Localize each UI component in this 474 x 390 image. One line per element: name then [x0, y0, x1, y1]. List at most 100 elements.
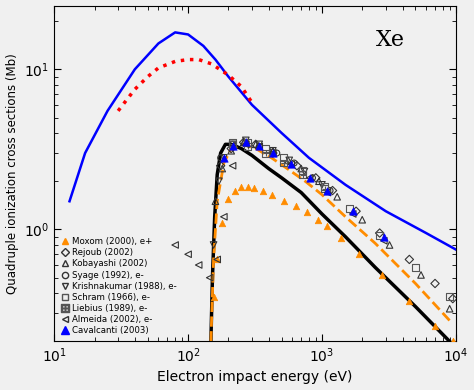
Point — [228, 145, 235, 152]
Point — [280, 155, 288, 161]
Point — [329, 188, 337, 194]
Point — [287, 161, 295, 167]
Point — [431, 280, 439, 287]
Point — [431, 323, 439, 329]
Point — [292, 203, 300, 209]
Point — [356, 251, 363, 257]
Point — [229, 143, 237, 149]
Point — [242, 137, 250, 144]
Point — [284, 157, 292, 163]
Point — [326, 188, 334, 194]
Point — [412, 264, 419, 271]
Point — [280, 198, 288, 204]
Point — [291, 160, 298, 166]
Point — [273, 150, 281, 156]
Point — [293, 163, 301, 169]
Point — [337, 235, 345, 241]
Point — [306, 175, 313, 181]
Point — [297, 165, 305, 172]
Point — [255, 141, 263, 147]
Point — [215, 178, 223, 184]
Point — [321, 186, 328, 192]
Point — [376, 230, 383, 236]
Point — [299, 167, 307, 173]
Point — [210, 294, 218, 300]
Point — [280, 160, 288, 166]
Point — [315, 178, 323, 184]
Point — [378, 272, 385, 278]
Point — [242, 141, 250, 147]
Point — [386, 242, 393, 248]
Point — [262, 145, 270, 152]
Point — [303, 209, 310, 215]
Point — [219, 165, 226, 172]
Point — [231, 188, 239, 194]
Point — [240, 139, 247, 145]
Point — [299, 172, 307, 178]
Point — [171, 242, 179, 248]
Point — [417, 272, 425, 278]
Point — [255, 143, 263, 149]
Point — [352, 208, 360, 215]
Point — [287, 161, 295, 167]
Point — [376, 232, 383, 238]
Point — [380, 234, 388, 240]
Point — [449, 338, 456, 344]
Text: Xe: Xe — [375, 29, 404, 51]
Point — [346, 206, 353, 212]
Point — [244, 143, 252, 149]
Point — [225, 196, 232, 202]
Point — [321, 186, 328, 192]
Point — [229, 139, 237, 145]
Point — [321, 184, 328, 190]
Point — [268, 191, 275, 198]
Point — [213, 256, 221, 262]
Point — [255, 143, 263, 149]
Point — [228, 148, 235, 154]
Point — [244, 184, 252, 190]
Point — [220, 155, 228, 161]
Point — [318, 182, 326, 188]
Point — [229, 141, 237, 147]
Point — [309, 175, 316, 181]
Point — [324, 188, 331, 194]
Point — [449, 296, 456, 302]
Y-axis label: Quadruple ionization cross sections (Mb): Quadruple ionization cross sections (Mb) — [6, 53, 18, 294]
X-axis label: Electron impact energy (eV): Electron impact energy (eV) — [157, 370, 353, 385]
Point — [262, 150, 270, 156]
Point — [217, 155, 224, 161]
Point — [324, 223, 331, 229]
Point — [380, 238, 388, 244]
Point — [312, 175, 319, 181]
Point — [250, 185, 258, 191]
Point — [210, 242, 218, 248]
Point — [237, 184, 245, 190]
Point — [306, 175, 313, 181]
Point — [406, 256, 413, 262]
Point — [206, 275, 213, 281]
Point — [217, 163, 224, 169]
Point — [262, 150, 270, 156]
Point — [285, 157, 293, 163]
Point — [406, 298, 413, 304]
Point — [333, 194, 341, 200]
Point — [229, 141, 237, 147]
Point — [269, 150, 277, 156]
Point — [259, 188, 266, 194]
Point — [252, 141, 259, 147]
Point — [324, 190, 331, 196]
Point — [269, 150, 277, 156]
Legend: Moxom (2000), e+, Rejoub (2002), Kobayashi (2002), Syage (1992), e-, Krishnakuma: Moxom (2000), e+, Rejoub (2002), Kobayas… — [59, 236, 179, 337]
Point — [219, 220, 226, 226]
Point — [358, 216, 366, 223]
Point — [255, 143, 263, 149]
Point — [446, 306, 454, 312]
Point — [269, 148, 277, 154]
Point — [349, 211, 356, 217]
Point — [184, 251, 192, 257]
Point — [220, 214, 228, 220]
Point — [229, 163, 237, 169]
Point — [301, 168, 308, 175]
Point — [314, 216, 321, 223]
Point — [269, 150, 277, 156]
